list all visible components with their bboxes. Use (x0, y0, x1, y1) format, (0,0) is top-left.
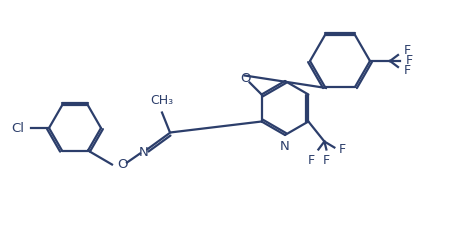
Text: N: N (139, 146, 149, 159)
Text: CH₃: CH₃ (150, 93, 173, 107)
Text: F: F (406, 55, 413, 67)
Text: O: O (240, 72, 251, 85)
Text: N: N (280, 140, 290, 153)
Text: F: F (323, 154, 330, 167)
Text: F: F (404, 64, 411, 77)
Text: F: F (404, 45, 411, 58)
Text: O: O (117, 158, 127, 171)
Text: F: F (307, 154, 314, 167)
Text: Cl: Cl (11, 122, 24, 135)
Text: F: F (338, 143, 345, 156)
